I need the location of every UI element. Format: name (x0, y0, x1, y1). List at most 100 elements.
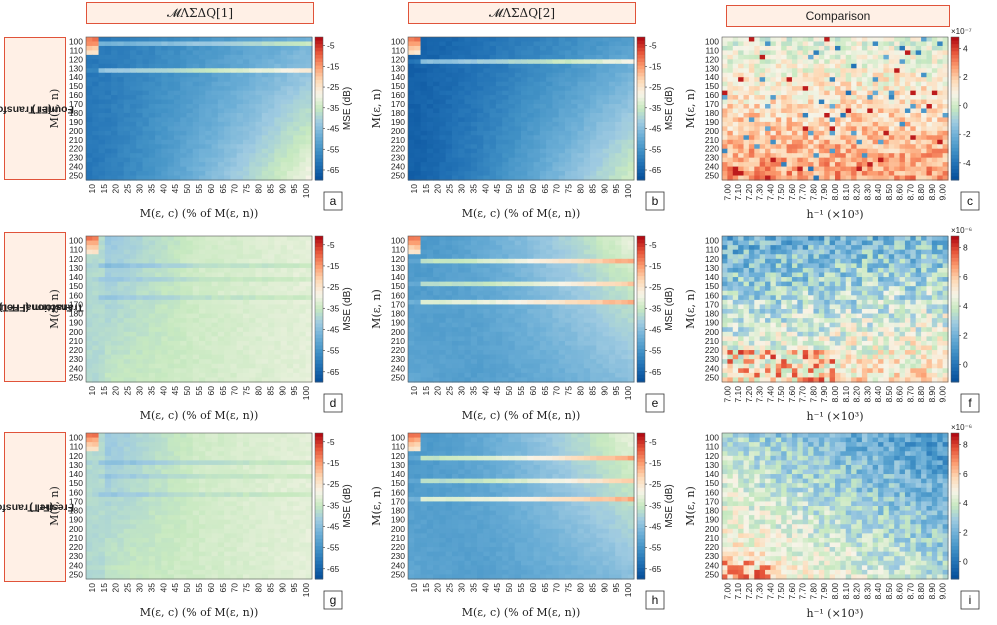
heatmap-cell (765, 126, 772, 132)
heatmap-cell (205, 135, 213, 141)
heatmap-cell (931, 77, 938, 83)
heatmap-cell (899, 86, 906, 92)
heatmap-cell (261, 153, 269, 159)
heatmap-cell (123, 157, 131, 163)
heatmap-cell (558, 157, 566, 163)
heatmap-cell (840, 126, 847, 132)
heatmap-cell (845, 112, 852, 119)
heatmap-cell (615, 95, 623, 101)
heatmap-cell (489, 37, 497, 43)
heatmap-cell (230, 108, 238, 114)
heatmap-cell (86, 104, 93, 110)
heatmap-cell (433, 95, 440, 101)
heatmap-cell (829, 108, 836, 114)
heatmap-cell (161, 99, 169, 105)
heatmap-cell (299, 41, 307, 47)
heatmap-cell (818, 81, 825, 87)
heatmap-cell (781, 153, 788, 159)
heatmap-cell (236, 59, 244, 65)
heatmap-cell (797, 63, 804, 69)
heatmap-cell (104, 340, 112, 347)
heatmap-cell (571, 130, 579, 136)
heatmap-cell (236, 295, 244, 301)
colorbar-step (315, 158, 323, 163)
heatmap-cell (732, 130, 739, 136)
heatmap-cell (167, 354, 175, 360)
heatmap-cell (92, 354, 100, 360)
heatmap-cell (470, 45, 478, 52)
heatmap-cell (571, 50, 579, 56)
heatmap-cell (878, 77, 885, 83)
heatmap-cell (502, 148, 510, 154)
heatmap-cell (180, 108, 188, 114)
heatmap-cell (111, 290, 118, 296)
heatmap-cell (439, 104, 447, 110)
heatmap-cell (186, 68, 194, 74)
heatmap-cell (477, 153, 484, 159)
heatmap-cell (104, 63, 112, 69)
heatmap-cell (173, 359, 181, 365)
heatmap-cell (155, 130, 162, 136)
heatmap-cell (477, 86, 484, 92)
heatmap-cell (738, 45, 745, 52)
heatmap-cell (571, 86, 579, 92)
heatmap-cell (840, 166, 847, 172)
heatmap-cell (148, 299, 156, 306)
heatmap-cell (899, 148, 906, 154)
heatmap-cell (489, 104, 497, 110)
heatmap-cell (791, 86, 798, 92)
heatmap-cell (813, 90, 820, 96)
heatmap-cell (732, 37, 739, 43)
heatmap-cell (904, 153, 911, 159)
heatmap-cell (910, 99, 917, 105)
heatmap-cell (521, 81, 528, 87)
colorbar-step (637, 54, 645, 59)
heatmap-cell (583, 104, 591, 110)
heatmap-cell (305, 286, 313, 292)
heatmap-cell (111, 77, 118, 83)
heatmap-cell (161, 95, 169, 101)
colorbar-step (637, 176, 645, 181)
heatmap-cell (123, 135, 131, 141)
heatmap-cell (249, 37, 257, 43)
heatmap-cell (280, 318, 288, 324)
heatmap-cell (205, 86, 213, 92)
heatmap-cell (236, 309, 244, 315)
heatmap-cell (942, 157, 949, 163)
heatmap-cell (161, 45, 169, 52)
heatmap-cell (931, 153, 938, 159)
heatmap-cell (445, 112, 453, 119)
heatmap-cell (205, 59, 213, 65)
heatmap-cell (829, 50, 836, 56)
heatmap-cell (861, 77, 868, 83)
heatmap-cell (840, 77, 847, 83)
heatmap-cell (211, 340, 219, 347)
heatmap-cell (286, 95, 294, 101)
heatmap-cell (845, 86, 852, 92)
heatmap-cell (299, 121, 307, 127)
heatmap-cell (942, 90, 949, 96)
heatmap-cell (199, 104, 206, 110)
heatmap-cell (583, 121, 591, 127)
heatmap-cell (249, 108, 257, 114)
heatmap-cell (117, 68, 125, 74)
heatmap-cell (797, 130, 804, 136)
heatmap-cell (305, 281, 313, 287)
heatmap-cell (224, 236, 231, 242)
colorbar-step (315, 104, 323, 109)
heatmap-cell (904, 95, 911, 101)
heatmap-cell (615, 139, 623, 145)
heatmap-cell (92, 144, 100, 150)
heatmap-cell (117, 63, 125, 69)
heatmap-cell (293, 126, 301, 132)
heatmap-cell (608, 112, 616, 119)
heatmap-cell (743, 81, 750, 87)
heatmap-cell (92, 318, 100, 324)
heatmap-cell (621, 59, 629, 65)
heatmap-cell (722, 95, 728, 101)
colorbar-step (951, 144, 959, 149)
heatmap-cell (286, 175, 294, 181)
heatmap-cell (894, 41, 901, 47)
heatmap-cell (268, 171, 275, 177)
heatmap-cell (92, 112, 100, 119)
